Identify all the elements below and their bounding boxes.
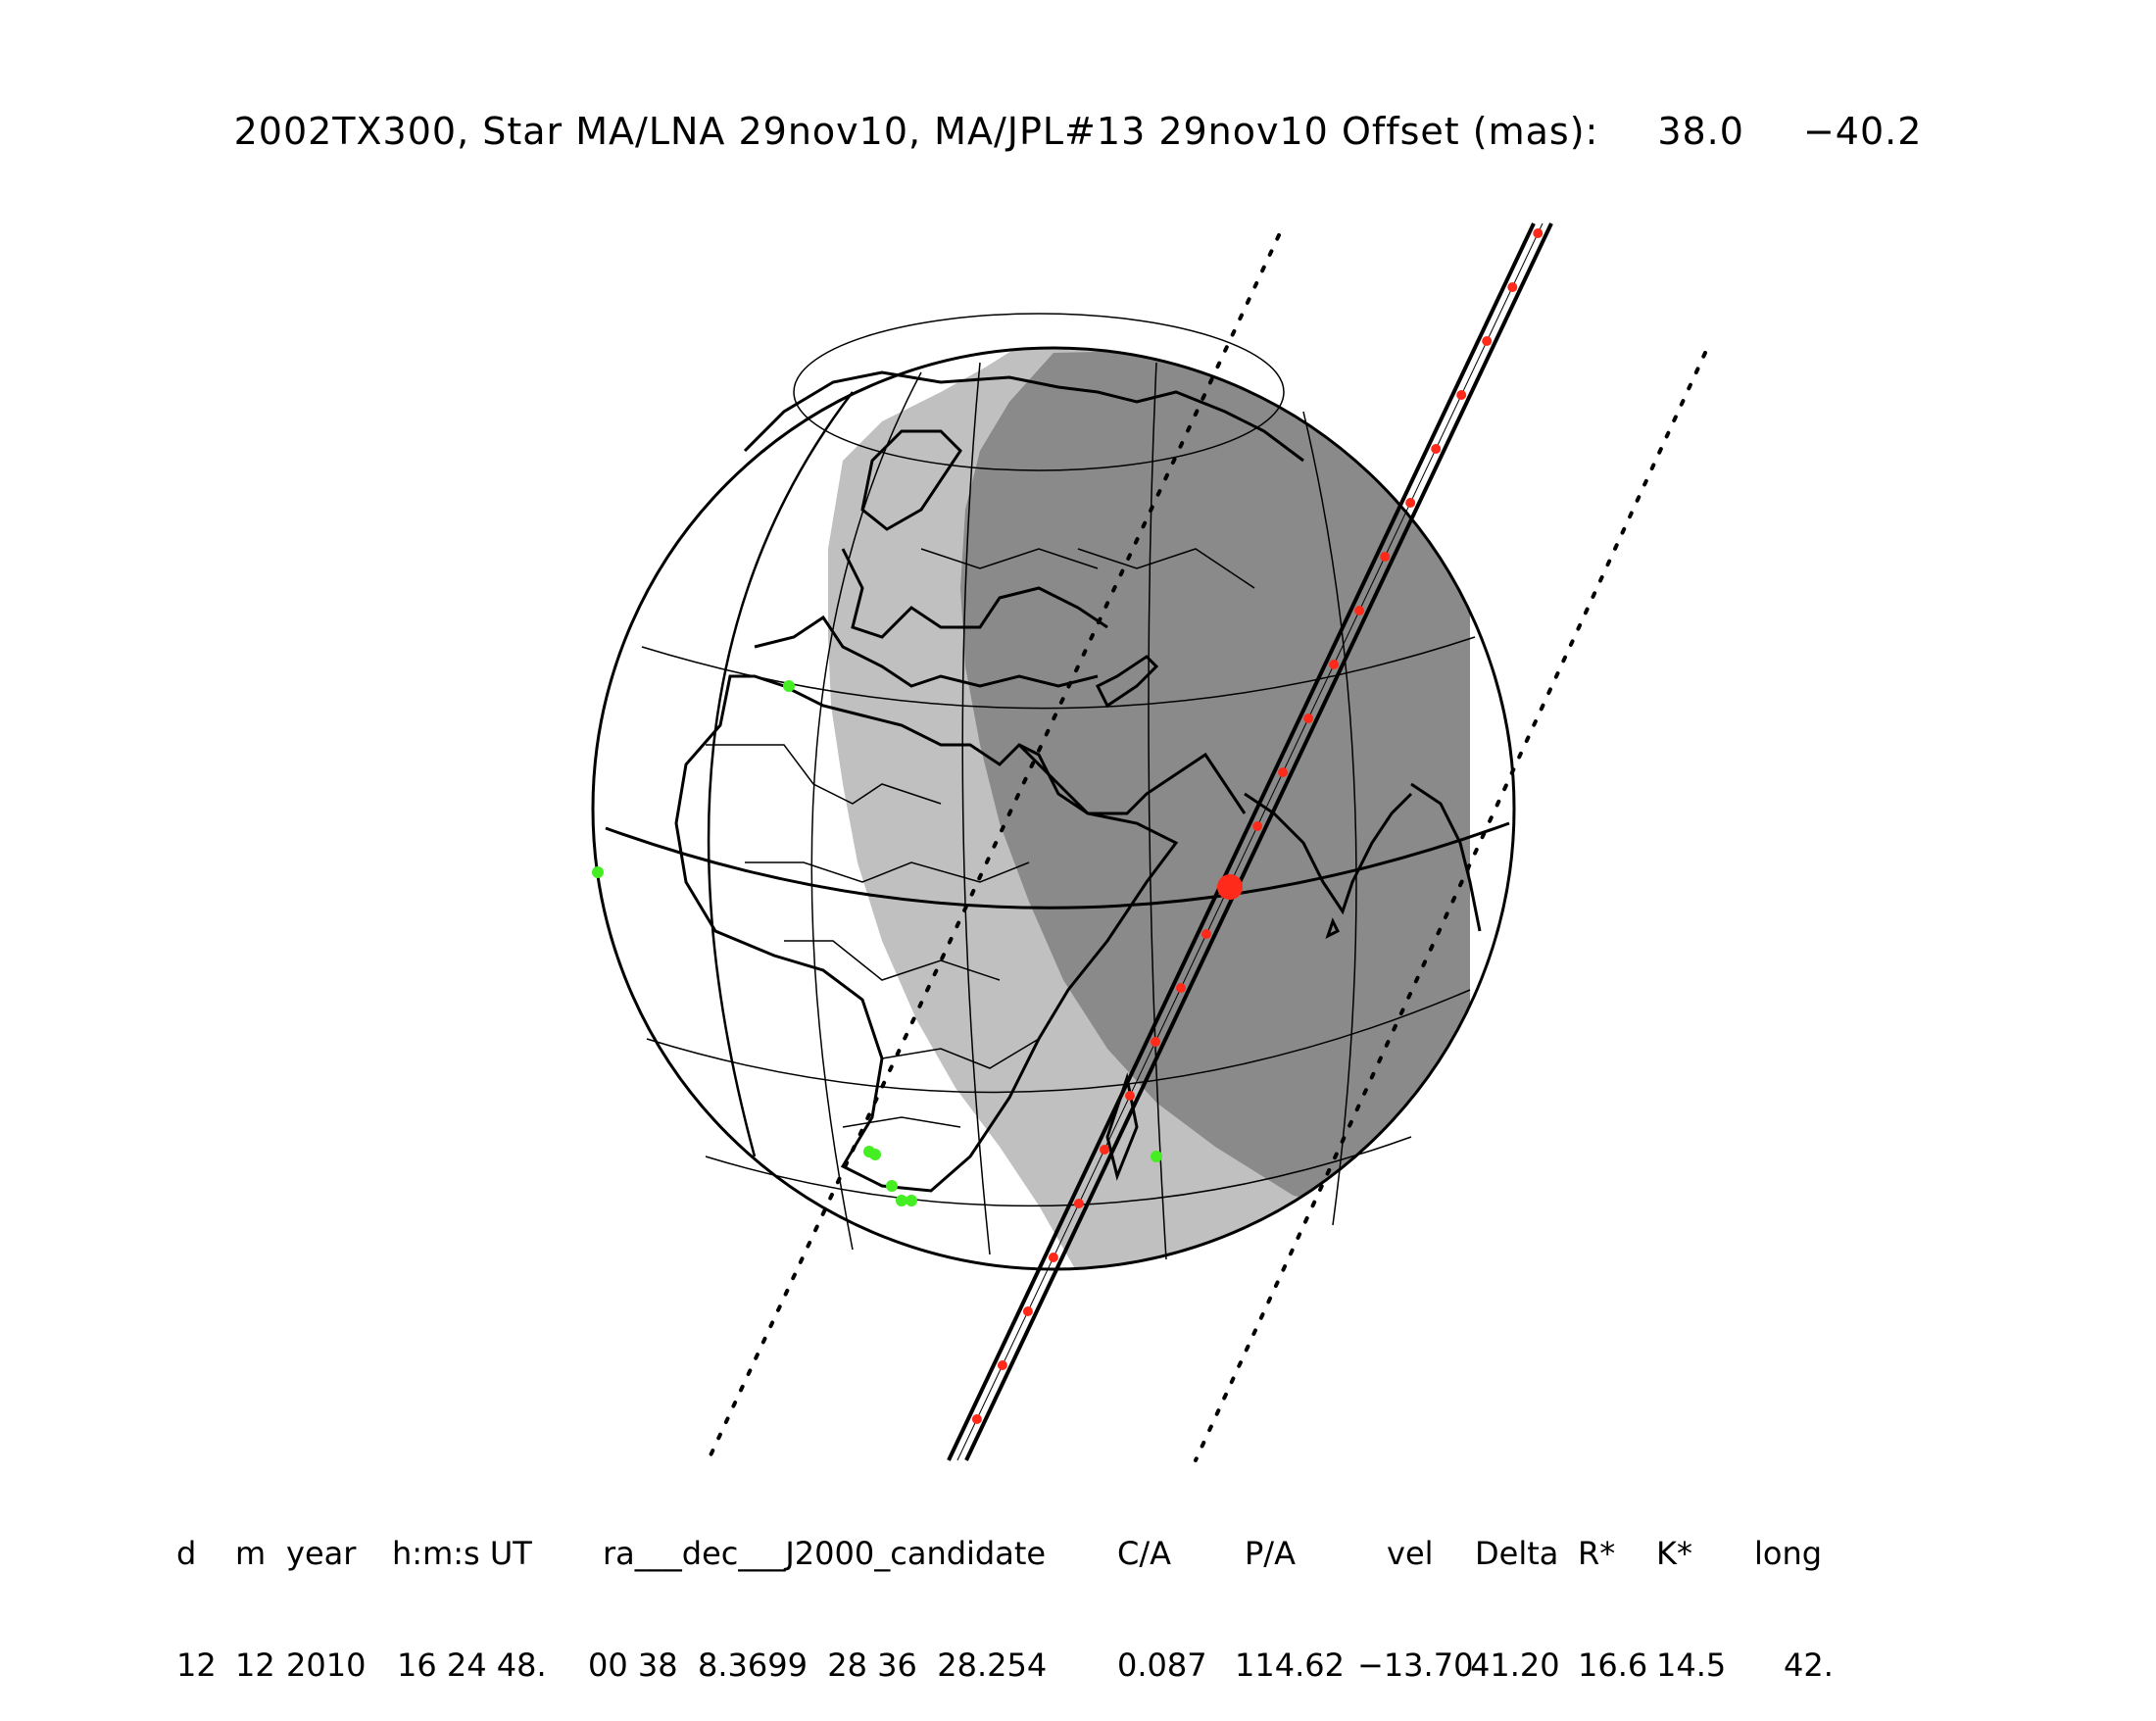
plot-title: 2002TX300, Star MA/LNA 29nov10, MA/JPL#1… — [0, 110, 2156, 153]
path-dot — [1329, 660, 1340, 669]
title-text: 2002TX300, Star MA/LNA 29nov10, MA/JPL#1… — [233, 110, 1599, 153]
table-value-8: 41.20 — [1470, 1647, 1560, 1684]
table-header-9: R* — [1578, 1535, 1616, 1572]
table-header-6: P/A — [1245, 1535, 1296, 1572]
path-dot — [1073, 1199, 1084, 1208]
coastline — [1095, 655, 1159, 709]
coastline — [1017, 743, 1247, 815]
table-value-0: 12 — [176, 1647, 217, 1684]
path-dot — [1405, 498, 1416, 508]
table-value-7: −13.70 — [1357, 1647, 1474, 1684]
night-side — [960, 348, 1470, 1225]
path-dot — [971, 1414, 982, 1424]
coastline — [1410, 782, 1482, 932]
table-header-2: year — [286, 1535, 357, 1572]
table-value-11: 42. — [1784, 1647, 1834, 1684]
offset-dec: −40.2 — [1802, 110, 1923, 153]
coastline — [754, 615, 1099, 688]
coastline — [1244, 792, 1413, 915]
observer-site — [1151, 1151, 1162, 1162]
table-value-9: 16.6 — [1578, 1647, 1648, 1684]
path-dot — [1354, 606, 1365, 615]
path-dot — [1380, 552, 1391, 562]
table-header-0: d — [176, 1535, 197, 1572]
border — [784, 940, 1001, 981]
path-dots — [971, 228, 1544, 1424]
observer-sites — [592, 680, 1162, 1206]
closest-approach-dot — [1217, 874, 1243, 900]
table-value-10: 14.5 — [1656, 1647, 1727, 1684]
path-dot — [1201, 929, 1211, 939]
coastline — [841, 548, 1108, 639]
offset-ra: 38.0 — [1657, 110, 1744, 153]
coastlines — [674, 370, 1482, 1193]
shadow-edge-north — [947, 222, 1536, 1461]
table-value-5: 0.087 — [1117, 1647, 1207, 1684]
table-header-10: K* — [1656, 1535, 1692, 1572]
table-header-8: Delta — [1475, 1535, 1559, 1572]
path-dot — [1507, 282, 1518, 292]
table-header-4: ra___dec___J2000_candidate — [603, 1535, 1047, 1572]
border — [745, 861, 1030, 883]
table-value-1: 12 — [235, 1647, 275, 1684]
path-dot — [1022, 1306, 1033, 1316]
observer-site — [783, 680, 795, 692]
table-value-6: 114.62 — [1235, 1647, 1345, 1684]
globe-shading — [593, 348, 1514, 1269]
observer-site — [869, 1149, 881, 1160]
border — [706, 744, 942, 805]
border — [1077, 548, 1255, 589]
observer-site — [896, 1195, 907, 1206]
observer-site — [906, 1195, 917, 1206]
globe-limb — [591, 346, 1516, 1271]
path-dot — [1303, 713, 1314, 723]
path-dot — [1278, 767, 1289, 777]
border — [842, 1116, 961, 1128]
borders — [706, 548, 1255, 1128]
table-value-3: 16 24 48. — [397, 1647, 547, 1684]
path-dot — [1482, 336, 1493, 346]
meridian-line — [961, 362, 991, 1255]
values-row: 12 12 2010 16 24 48. 00 38 8.3699 28 36 28.2… — [176, 1647, 1834, 1684]
meridian-line — [810, 371, 922, 1251]
coastline — [1325, 917, 1341, 939]
path-dot — [1252, 821, 1263, 831]
table-header-3: h:m:s UT — [392, 1535, 532, 1572]
observer-site — [886, 1180, 898, 1192]
path-dot — [997, 1360, 1007, 1370]
coastline — [674, 674, 1179, 1193]
border — [881, 1038, 1040, 1069]
shadow-edge-south — [964, 222, 1553, 1461]
latitude-line — [705, 1136, 1412, 1207]
path-dot — [1533, 228, 1544, 238]
table-header-5: C/A — [1117, 1535, 1172, 1572]
circumstances-table: d m year h:m:s UT ra___dec___J2000_candidate… — [176, 1460, 1834, 1721]
path-dot — [1431, 444, 1442, 454]
observer-site — [592, 866, 604, 878]
table-header-1: m — [235, 1535, 267, 1572]
northern-limit-line — [709, 233, 1281, 1457]
border — [920, 548, 1099, 569]
table-header-7: vel — [1387, 1535, 1434, 1572]
coastline — [743, 370, 1304, 463]
path-limits — [709, 233, 1707, 1462]
meridian-line — [1302, 411, 1357, 1226]
path-dot — [1048, 1253, 1058, 1262]
path-dot — [1151, 1037, 1160, 1047]
table-value-4: 00 38 8.3699 28 36 28.254 — [588, 1647, 1048, 1684]
coastline — [860, 429, 962, 531]
table-value-2: 2010 — [286, 1647, 367, 1684]
table-header-11: long — [1754, 1535, 1823, 1572]
path-dot — [1176, 983, 1186, 993]
path-dot — [1456, 390, 1467, 400]
path-dot — [1100, 1145, 1109, 1155]
equator-line — [605, 821, 1510, 910]
header-row: d m year h:m:s UT ra___dec___J2000_candidate… — [176, 1535, 1822, 1572]
meridian-line — [1148, 362, 1167, 1260]
latitude-line — [793, 313, 1285, 471]
occultation-map — [591, 222, 1707, 1462]
path-dot — [1125, 1091, 1135, 1101]
